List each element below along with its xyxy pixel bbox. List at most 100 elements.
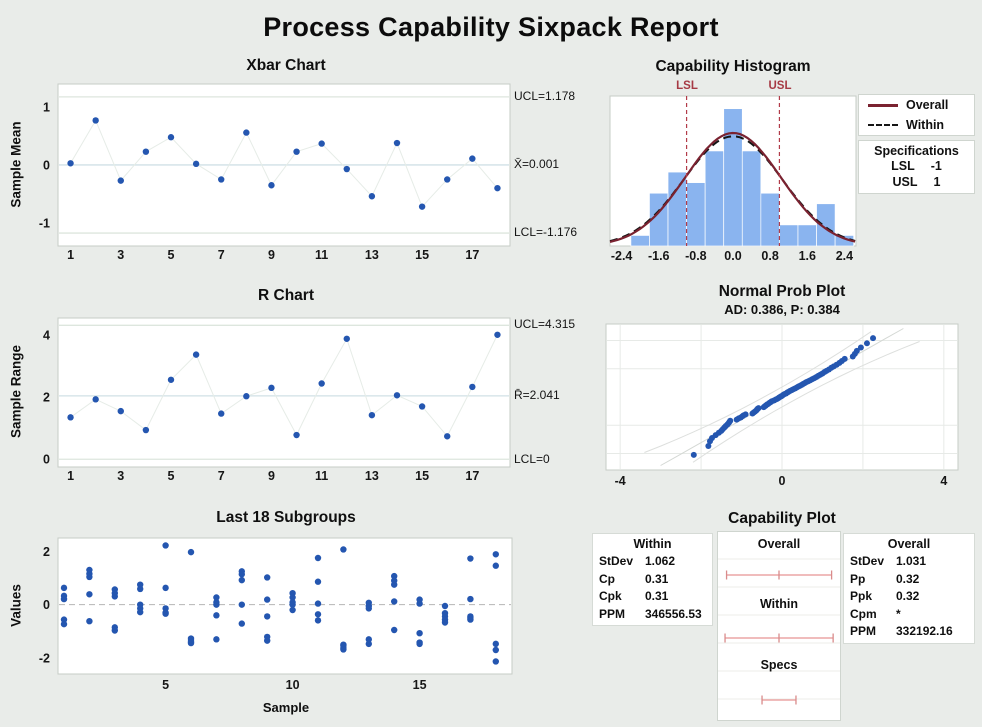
- svg-text:0: 0: [43, 453, 50, 467]
- stat-value: 0.31: [645, 589, 669, 603]
- xbar-chart-title: Xbar Chart: [246, 57, 326, 74]
- svg-text:3: 3: [117, 248, 124, 262]
- stat-value: 0.32: [896, 589, 920, 603]
- svg-text:10: 10: [286, 678, 300, 692]
- prob-plot-subtitle: AD: 0.386, P: 0.384: [724, 302, 840, 317]
- spec-usl-row: USL 1: [859, 174, 974, 190]
- stat-label: Cpm: [850, 606, 877, 621]
- prob-plot-title: Normal Prob Plot: [718, 283, 846, 300]
- capability-plot-title: Capability Plot: [728, 510, 836, 527]
- histogram-lsl-label: LSL: [676, 80, 698, 92]
- table-row: PPM 332192.16: [850, 623, 968, 641]
- r-chart-title: R Chart: [258, 287, 314, 304]
- stat-value: 1.062: [645, 554, 676, 568]
- stat-value: *: [896, 606, 901, 621]
- svg-text:15: 15: [415, 248, 429, 262]
- spec-lsl-row: LSL -1: [859, 158, 974, 174]
- overall-line-swatch: [868, 103, 898, 107]
- r-ucl-label: UCL=4.315: [514, 317, 576, 331]
- svg-text:7: 7: [218, 469, 225, 483]
- within-line-swatch: [868, 124, 898, 126]
- svg-text:13: 13: [365, 248, 379, 262]
- svg-text:3: 3: [117, 469, 124, 483]
- r-y-axis-label: Sample Range: [8, 344, 24, 439]
- legend-within-row: Within: [859, 115, 974, 135]
- svg-text:13: 13: [365, 469, 379, 483]
- svg-text:1: 1: [43, 101, 50, 115]
- subgroups-title: Last 18 Subgroups: [216, 509, 356, 526]
- svg-text:15: 15: [415, 469, 429, 483]
- stat-label: StDev: [599, 554, 634, 568]
- svg-text:9: 9: [268, 469, 275, 483]
- table-row: StDev 1.062: [599, 553, 706, 571]
- svg-text:17: 17: [465, 469, 479, 483]
- within-stats-table: Within StDev 1.062 Cp 0.31 Cpk 0.31 PPM 3465…: [592, 533, 713, 626]
- svg-text:9: 9: [268, 248, 275, 262]
- svg-text:-0.8: -0.8: [685, 249, 707, 263]
- table-row: Cp 0.31: [599, 571, 706, 589]
- svg-text:5: 5: [168, 469, 175, 483]
- stat-value: 346556.53: [645, 606, 702, 621]
- svg-text:-2: -2: [39, 652, 50, 666]
- svg-text:0.8: 0.8: [761, 249, 778, 263]
- xbar-ucl-label: UCL=1.178: [514, 89, 576, 103]
- overall-stats-title: Overall: [887, 537, 931, 551]
- histogram-legend: Overall Within: [858, 94, 975, 136]
- legend-overall-row: Overall: [859, 95, 974, 115]
- svg-text:17: 17: [465, 248, 479, 262]
- stat-value: 0.31: [645, 571, 669, 586]
- stat-label: PPM: [599, 606, 626, 621]
- svg-text:4: 4: [43, 329, 50, 343]
- svg-text:7: 7: [218, 248, 225, 262]
- svg-text:-1.6: -1.6: [648, 249, 670, 263]
- capability-interval-plot: [717, 531, 841, 721]
- xbar-centerline-label: X̄=0.001: [514, 157, 560, 171]
- svg-text:15: 15: [413, 678, 427, 692]
- histogram-usl-label: USL: [768, 80, 792, 92]
- xbar-chart: 10-11 3 5 7 9 11 13 15 17: [39, 83, 511, 262]
- svg-text:1: 1: [67, 469, 74, 483]
- interval-overall-label: Overall: [757, 537, 801, 551]
- table-row: StDev 1.031: [850, 553, 968, 571]
- r-lcl-label: LCL=0: [514, 452, 550, 466]
- svg-text:0.0: 0.0: [724, 249, 741, 263]
- table-row: Ppk 0.32: [850, 588, 968, 606]
- interval-specs-label: Specs: [760, 658, 798, 672]
- histogram-title: Capability Histogram: [655, 58, 811, 75]
- stat-value: 332192.16: [896, 624, 953, 638]
- legend-within-label: Within: [906, 118, 945, 132]
- svg-text:2: 2: [43, 545, 50, 559]
- specifications-box: Specifications LSL -1 USL 1: [858, 140, 975, 194]
- overall-stats-table: Overall StDev 1.031 Pp 0.32 Ppk 0.32 Cpm * P…: [843, 533, 975, 644]
- spec-lsl-value: -1: [930, 159, 942, 173]
- stat-label: PPM: [850, 624, 877, 638]
- svg-text:4: 4: [940, 474, 947, 488]
- normal-prob-plot: -4 0 4: [605, 323, 959, 488]
- spec-usl-value: 1: [933, 175, 941, 189]
- svg-text:1.6: 1.6: [799, 249, 816, 263]
- svg-text:2: 2: [43, 391, 50, 405]
- spec-lsl-label: LSL: [891, 159, 915, 173]
- subgroups-chart: 2 0 -2 5 10 15: [39, 537, 513, 692]
- capability-histogram: -2.4 -1.6 -0.8 0.0 0.8 1.6 2.4: [609, 95, 857, 263]
- svg-text:2.4: 2.4: [836, 249, 853, 263]
- stat-value: 1.031: [896, 554, 927, 568]
- svg-text:5: 5: [162, 678, 169, 692]
- stat-value: 0.32: [896, 571, 920, 586]
- xbar-lcl-label: LCL=-1.176: [514, 225, 578, 239]
- stat-label: Cpk: [599, 589, 622, 603]
- svg-text:5: 5: [168, 248, 175, 262]
- svg-text:0: 0: [43, 159, 50, 173]
- svg-text:-4: -4: [615, 474, 626, 488]
- interval-within-label: Within: [759, 597, 799, 611]
- specifications-title: Specifications: [874, 144, 959, 158]
- within-stats-title: Within: [633, 537, 672, 551]
- stat-label: Pp: [850, 571, 866, 586]
- svg-text:11: 11: [315, 469, 328, 483]
- svg-text:-1: -1: [39, 216, 50, 230]
- r-centerline-label: R̄=2.041: [514, 388, 560, 402]
- xbar-y-axis-label: Sample Mean: [8, 121, 24, 208]
- stat-label: Cp: [599, 571, 615, 586]
